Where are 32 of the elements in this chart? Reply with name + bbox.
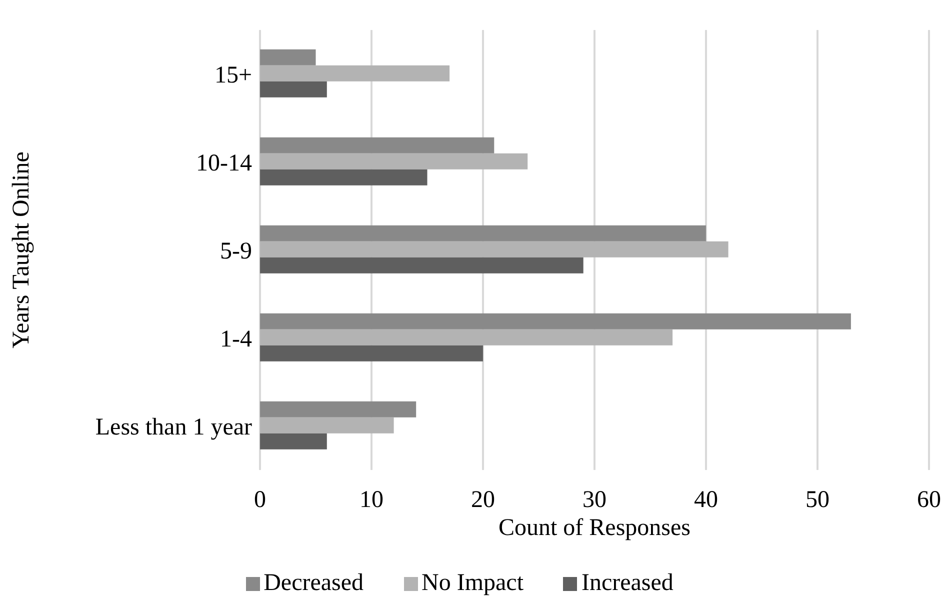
bar: [260, 417, 394, 434]
y-axis-title: Years Taught Online: [8, 152, 35, 348]
legend-label: Decreased: [264, 570, 364, 596]
y-tick-label: Less than 1 year: [95, 414, 252, 441]
bar: [260, 345, 483, 362]
legend-label: No Impact: [422, 570, 524, 596]
x-tick-label: 40: [694, 487, 718, 514]
bar: [260, 329, 673, 346]
bar: [260, 241, 728, 258]
bar: [260, 153, 528, 170]
bar: [260, 433, 327, 450]
y-tick-label: 15+: [214, 62, 252, 89]
x-tick-label: 20: [471, 487, 495, 514]
x-tick-label: 10: [360, 487, 384, 514]
bar: [260, 257, 584, 274]
x-tick-label: 30: [582, 487, 606, 514]
bar: [260, 225, 706, 242]
bar: [260, 81, 327, 98]
x-axis-title: Count of Responses: [498, 515, 690, 541]
x-tick-label: 50: [806, 487, 830, 514]
bar: [260, 49, 316, 66]
bar: [260, 169, 428, 186]
bar: [260, 137, 494, 154]
y-tick-label: 10-14: [196, 150, 252, 177]
y-tick-label: 1-4: [220, 326, 252, 353]
x-tick-label: 60: [917, 487, 941, 514]
bar: [260, 401, 416, 418]
y-tick-label: 5-9: [220, 238, 252, 265]
x-tick-label: 0: [254, 487, 266, 514]
bar: [260, 313, 851, 330]
bar: [260, 65, 450, 82]
legend-label: Increased: [581, 570, 674, 596]
